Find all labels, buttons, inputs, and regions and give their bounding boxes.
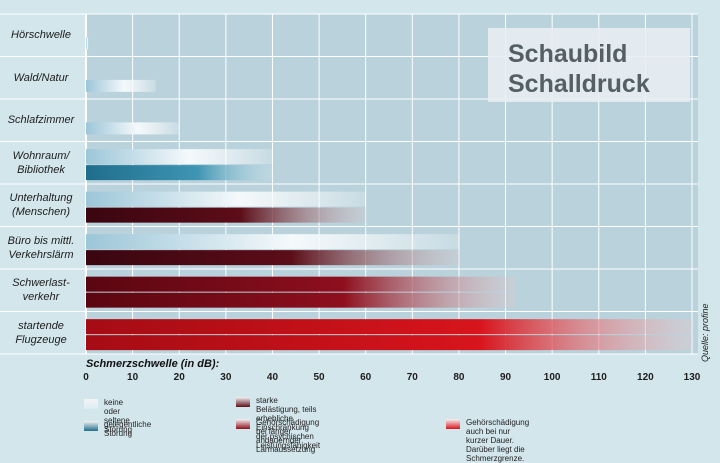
chart-title-line-2: Schalldruck xyxy=(508,70,650,98)
x-tick-label: 40 xyxy=(266,372,279,383)
x-tick-label: 100 xyxy=(543,372,561,383)
bar-gelegentlich xyxy=(86,165,273,181)
x-tick-label: 130 xyxy=(683,372,701,383)
category-label: Schwerlast- verkehr xyxy=(12,277,70,304)
bar-laenger xyxy=(86,292,515,308)
legend-swatch xyxy=(84,399,98,409)
x-tick-label: 70 xyxy=(406,372,418,383)
category-label: Hörschwelle xyxy=(11,29,71,42)
category-label: Wald/Natur xyxy=(13,71,69,84)
chart-title-line-1: Schaubild xyxy=(508,40,628,68)
legend-label: gelegentliche Störung xyxy=(104,420,152,438)
legend-label: keine oder seltene Störung xyxy=(104,398,133,434)
category-label: Wohnraum/ Bibliothek xyxy=(12,149,70,176)
x-tick-label: 30 xyxy=(220,372,232,383)
category-label: Unterhaltung (Menschen) xyxy=(9,192,73,219)
x-tick-label: 10 xyxy=(127,372,139,383)
x-tick-label: 60 xyxy=(360,372,372,383)
bar-keine xyxy=(86,37,89,50)
bar-keine xyxy=(86,79,156,92)
x-tick-label: 80 xyxy=(453,372,465,383)
category-label: Schlafzimmer xyxy=(7,114,75,127)
legend-label: Gehörschädigung bei länger andauernder L… xyxy=(256,418,320,454)
source-note: Quelle: profine xyxy=(700,303,710,362)
bar-keine xyxy=(86,149,273,165)
x-tick-label: 20 xyxy=(173,372,185,383)
chart-title-box: Schaubild Schalldruck xyxy=(488,28,690,102)
legend-swatch xyxy=(84,421,98,431)
x-tick-label: 110 xyxy=(590,372,607,383)
legend-swatch xyxy=(236,397,250,407)
x-tick-label: 0 xyxy=(83,372,89,383)
x-tick-label: 120 xyxy=(637,372,654,383)
category-label: Büro bis mittl. Verkehrslärm xyxy=(7,234,75,261)
bar-keine xyxy=(86,122,180,135)
bar-stark xyxy=(86,250,459,266)
x-tick-label: 50 xyxy=(313,372,325,383)
legend-swatch xyxy=(446,419,460,429)
x-tick-label: 90 xyxy=(499,372,512,383)
bar-kurz xyxy=(86,319,692,335)
category-label: startende Flugzeuge xyxy=(15,319,67,346)
bar-keine xyxy=(86,234,459,250)
bar-stark xyxy=(86,207,366,223)
bar-laenger xyxy=(86,276,515,292)
legend-swatch xyxy=(236,419,250,429)
legend-label: starke Belästigung, teils erhebliche Ein… xyxy=(256,396,321,450)
legend-label: Gehörschädigung auch bei nur kurzer Daue… xyxy=(466,418,530,463)
bar-kurz xyxy=(86,335,692,351)
bar-keine xyxy=(86,191,366,207)
x-axis-title: Schmerzschwelle (in dB): xyxy=(86,358,220,370)
